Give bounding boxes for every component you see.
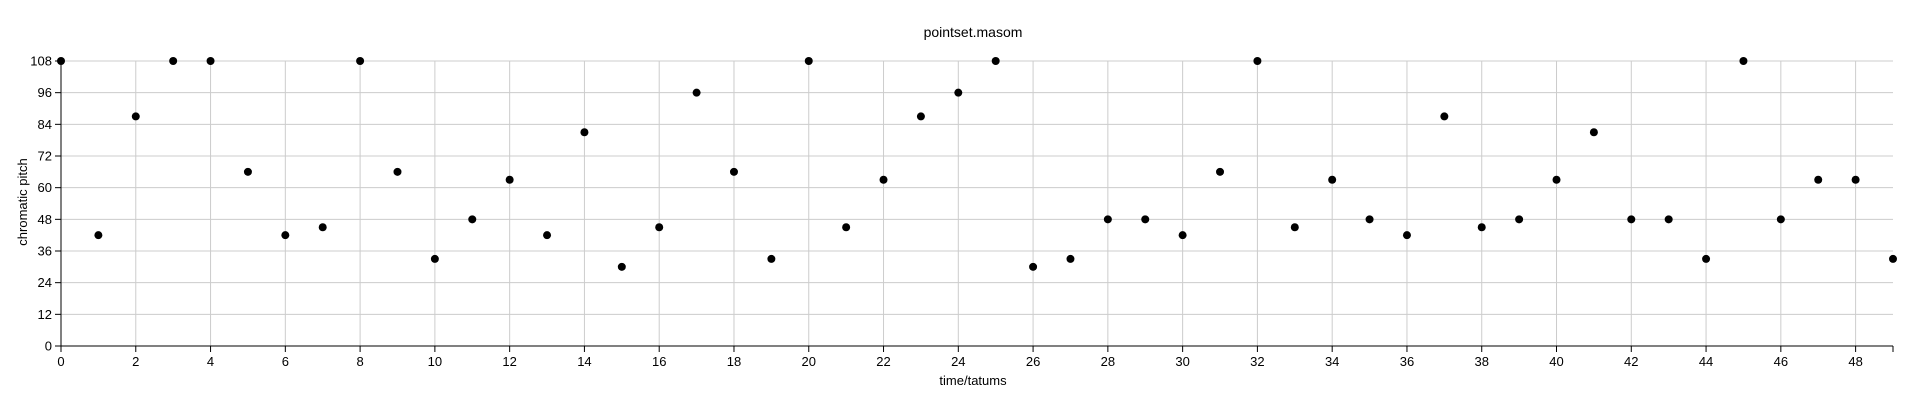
- y-tick-label: 84: [38, 117, 52, 132]
- x-tick-label: 34: [1325, 354, 1339, 369]
- data-point: [393, 167, 402, 176]
- data-point: [804, 57, 813, 65]
- data-point: [842, 223, 851, 232]
- data-point: [1178, 231, 1187, 240]
- x-tick-label: 16: [652, 354, 666, 369]
- data-point: [916, 112, 925, 121]
- data-point: [954, 88, 963, 97]
- y-axis-label: chromatic pitch: [15, 158, 30, 245]
- x-tick-label: 38: [1475, 354, 1489, 369]
- x-tick-label: 36: [1400, 354, 1414, 369]
- data-point: [1365, 215, 1374, 224]
- x-tick-label: 46: [1774, 354, 1788, 369]
- data-point: [1814, 175, 1823, 184]
- data-point: [430, 254, 439, 263]
- data-point: [505, 175, 514, 184]
- data-point: [1739, 57, 1748, 65]
- x-tick-label: 30: [1175, 354, 1189, 369]
- data-point: [1402, 231, 1411, 240]
- x-tick-label: 10: [428, 354, 442, 369]
- x-tick-label: 0: [57, 354, 64, 369]
- data-point: [1477, 223, 1486, 232]
- x-tick-label: 8: [356, 354, 363, 369]
- x-tick-label: 24: [951, 354, 965, 369]
- data-point: [655, 223, 664, 232]
- x-tick-label: 26: [1026, 354, 1040, 369]
- data-point: [1776, 215, 1785, 224]
- x-tick-label: 6: [282, 354, 289, 369]
- x-tick-label: 28: [1101, 354, 1115, 369]
- data-point: [1515, 215, 1524, 224]
- y-tick-label: 24: [38, 275, 52, 290]
- data-points: [57, 57, 1897, 271]
- data-point: [617, 262, 626, 271]
- x-tick-label: 18: [727, 354, 741, 369]
- x-tick-label: 20: [802, 354, 816, 369]
- x-tick-label: 4: [207, 354, 214, 369]
- data-point: [767, 254, 776, 263]
- x-tick-label: 2: [132, 354, 139, 369]
- data-point: [356, 57, 365, 65]
- data-point: [1664, 215, 1673, 224]
- y-tick-label: 0: [45, 339, 52, 354]
- data-point: [1328, 175, 1337, 184]
- y-tick-label: 12: [38, 307, 52, 322]
- data-point: [879, 175, 888, 184]
- x-tick-label: 22: [876, 354, 890, 369]
- data-point: [1253, 57, 1262, 65]
- data-point: [468, 215, 477, 224]
- data-point: [543, 231, 552, 240]
- data-point: [1141, 215, 1150, 224]
- y-tick-label: 96: [38, 85, 52, 100]
- data-point: [94, 231, 103, 240]
- data-point: [318, 223, 327, 232]
- data-point: [206, 57, 215, 65]
- x-tick-label: 40: [1549, 354, 1563, 369]
- data-point: [991, 57, 1000, 65]
- y-tick-label: 48: [38, 212, 52, 227]
- data-point: [580, 128, 589, 137]
- axes: [60, 61, 1893, 347]
- data-point: [1889, 254, 1897, 263]
- data-point: [1216, 167, 1225, 176]
- x-tick-label: 48: [1848, 354, 1862, 369]
- x-tick-label: 12: [502, 354, 516, 369]
- data-point: [1851, 175, 1860, 184]
- data-point: [169, 57, 178, 65]
- x-axis-label: time/tatums: [939, 373, 1007, 388]
- data-point: [1552, 175, 1561, 184]
- data-point: [729, 167, 738, 176]
- y-tick-label: 60: [38, 180, 52, 195]
- chart-title: pointset.masom: [924, 24, 1023, 40]
- data-point: [243, 167, 252, 176]
- data-point: [1290, 223, 1299, 232]
- data-point: [57, 57, 65, 65]
- data-point: [1589, 128, 1598, 137]
- data-point: [1066, 254, 1075, 263]
- y-tick-label: 72: [38, 149, 52, 164]
- x-tick-label: 44: [1699, 354, 1713, 369]
- data-point: [1029, 262, 1038, 271]
- data-point: [1702, 254, 1711, 263]
- x-tick-label: 32: [1250, 354, 1264, 369]
- data-point: [1103, 215, 1112, 224]
- x-tick-label: 14: [577, 354, 591, 369]
- data-point: [1627, 215, 1636, 224]
- y-tick-label: 36: [38, 244, 52, 259]
- data-point: [692, 88, 701, 97]
- x-tick-label: 42: [1624, 354, 1638, 369]
- data-point: [281, 231, 290, 240]
- y-ticks: 0 12 24 36 48 60 72 84 96 108: [30, 54, 61, 354]
- x-ticks: 0 2 4 6 8 10 12 14 16 18 20 22 24 26 28 30 32 34 36 38 40 42 4…: [57, 346, 1894, 369]
- data-point: [1440, 112, 1449, 121]
- y-tick-label: 108: [30, 54, 52, 69]
- grid-lines: [60, 60, 1893, 347]
- data-point: [131, 112, 140, 121]
